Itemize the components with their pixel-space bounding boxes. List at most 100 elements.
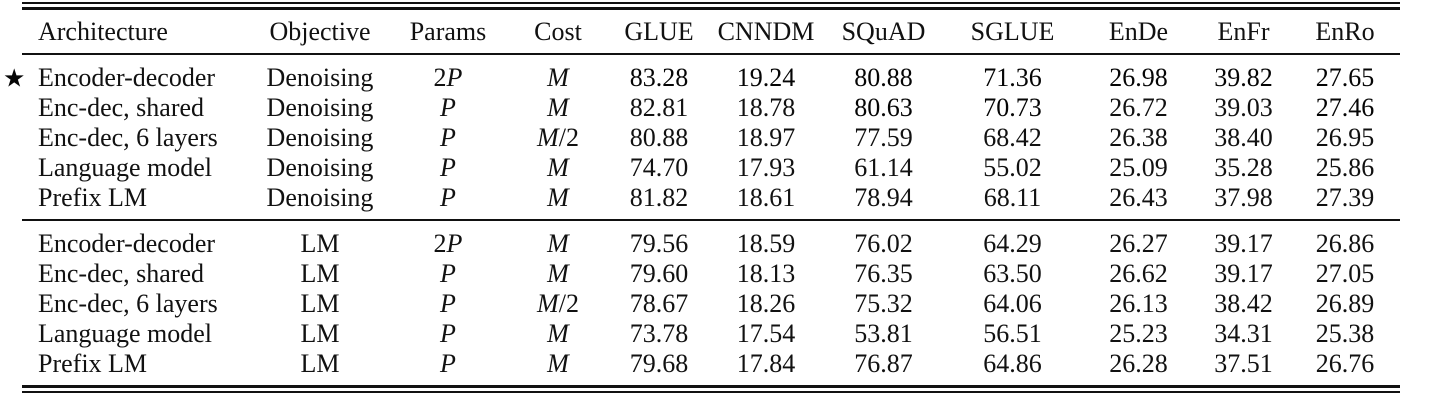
squad-value-cell: 76.02	[854, 229, 913, 258]
params-cell: P	[440, 123, 456, 152]
glue-value-cell: 81.82	[629, 183, 689, 212]
architecture-label: Enc-dec, 6 layers	[38, 123, 218, 152]
cnndm-value-cell: 18.13	[736, 259, 796, 288]
sglue-value-cell: 55.02	[983, 153, 1042, 182]
bottom-rule-thin-line	[22, 391, 1400, 393]
params-cell: P	[440, 259, 456, 288]
column-header-squad: SQuAD	[841, 16, 926, 46]
glue-value-cell: 78.67	[629, 289, 689, 318]
enfr-value-cell: 38.40	[1214, 123, 1273, 152]
ende-value-cell: 26.43	[1109, 183, 1168, 212]
squad-value-cell: 77.59	[854, 123, 913, 152]
cost-cell: M/2	[537, 123, 579, 152]
glue-value-cell: 74.70	[629, 153, 689, 182]
section-denoising: ★ Encoder-decoder Denoising 2P M 83.28 19.24 80…	[3, 54, 1400, 220]
sglue-value-cell: 63.50	[983, 259, 1042, 288]
column-header-architecture: Architecture	[38, 16, 168, 46]
column-header-cost: Cost	[534, 16, 582, 46]
cnndm-value-cell: 18.97	[736, 123, 796, 152]
architecture-label: Language model	[38, 153, 212, 182]
architecture-label: Enc-dec, shared	[38, 259, 205, 288]
table-row: ★ Encoder-decoder Denoising 2P M 83.28 19.24 80…	[3, 54, 1400, 93]
sglue-value-cell: 70.73	[983, 93, 1042, 122]
ende-value-cell: 26.38	[1109, 123, 1168, 152]
sglue-value-cell: 64.06	[983, 289, 1042, 318]
objective-cell: Denoising	[266, 153, 374, 182]
table-row: Language model LM P M 73.78 17.54 53.81 56.51 25…	[22, 319, 1400, 349]
architecture-label: Encoder-decoder	[38, 63, 216, 92]
ende-value-cell: 26.28	[1109, 349, 1168, 378]
table-row: Enc-dec, shared LM P M 79.60 18.13 76.35 63.50 2…	[22, 259, 1400, 289]
table-row: Prefix LM Denoising P M 81.82 18.61 78.94 68.11…	[22, 183, 1400, 220]
objective-cell: LM	[300, 259, 340, 288]
enro-value-cell: 27.46	[1315, 93, 1375, 122]
architecture-cell: Prefix LM	[22, 183, 252, 220]
squad-value-cell: 75.32	[854, 289, 913, 318]
ende-value-cell: 26.98	[1109, 63, 1168, 92]
enro-value-cell: 26.76	[1315, 349, 1375, 378]
cnndm-value-cell: 17.84	[736, 349, 796, 378]
enfr-value-cell: 38.42	[1214, 289, 1273, 318]
cost-cell: M	[547, 319, 569, 348]
squad-value-cell: 53.81	[854, 319, 913, 348]
ende-value-cell: 26.72	[1109, 93, 1168, 122]
architecture-label: Encoder-decoder	[38, 229, 216, 258]
cnndm-value-cell: 18.26	[736, 289, 796, 318]
sglue-value-cell: 56.51	[983, 319, 1042, 348]
column-header-enfr: EnFr	[1217, 16, 1270, 46]
enfr-value-cell: 39.82	[1214, 63, 1273, 92]
objective-cell: Denoising	[266, 183, 374, 212]
table-row: Enc-dec, 6 layers Denoising P M/2 80.88 18.97…	[22, 123, 1400, 153]
bottom-rule-thick-line	[22, 385, 1400, 388]
sglue-value-cell: 68.42	[983, 123, 1042, 152]
enfr-value-cell: 37.51	[1214, 349, 1273, 378]
sglue-value-cell: 64.86	[983, 349, 1042, 378]
column-header-cnndm: CNNDM	[717, 16, 815, 46]
glue-value-cell: 80.88	[629, 123, 689, 152]
section-lm: Encoder-decoder LM 2P M 79.56 18.59 76.02 64.29…	[22, 220, 1400, 385]
params-cell: P	[440, 289, 456, 318]
squad-value-cell: 61.14	[854, 153, 913, 182]
glue-value-cell: 83.28	[629, 63, 689, 92]
enro-value-cell: 26.89	[1315, 289, 1375, 318]
top-rule-thick-line	[22, 7, 1400, 10]
top-double-rule	[22, 2, 1400, 10]
enro-value-cell: 27.39	[1315, 183, 1375, 212]
objective-cell: LM	[300, 289, 340, 318]
column-header-sglue: SGLUE	[970, 16, 1055, 46]
enro-value-cell: 25.38	[1315, 319, 1375, 348]
objective-cell: LM	[300, 349, 340, 378]
glue-value-cell: 79.56	[629, 229, 689, 258]
cost-cell: M	[547, 63, 569, 92]
cost-cell: M	[547, 183, 569, 212]
column-header-objective: Objective	[269, 16, 371, 46]
architecture-results-table: Architecture Objective Params Cost GLUE CNNDM…	[3, 10, 1400, 385]
params-cell: P	[440, 93, 456, 122]
table-row: Encoder-decoder LM 2P M 79.56 18.59 76.02 64.29…	[22, 220, 1400, 259]
architecture-cell: Prefix LM	[22, 349, 252, 385]
params-cell: 2P	[433, 63, 463, 92]
architecture-label: Language model	[38, 319, 212, 348]
params-cell: P	[440, 319, 456, 348]
header-row: Architecture Objective Params Cost GLUE CNNDM…	[22, 10, 1400, 54]
bottom-double-rule	[22, 385, 1400, 393]
architecture-cell: ★ Encoder-decoder	[3, 54, 252, 93]
cnndm-value-cell: 17.93	[736, 153, 796, 182]
params-cell: P	[440, 153, 456, 182]
architecture-label: Enc-dec, 6 layers	[38, 289, 218, 318]
cnndm-value-cell: 18.61	[736, 183, 796, 212]
sglue-value-cell: 68.11	[983, 183, 1042, 212]
enfr-value-cell: 39.03	[1214, 93, 1273, 122]
objective-cell: LM	[300, 229, 340, 258]
enfr-value-cell: 39.17	[1214, 229, 1273, 258]
cnndm-value-cell: 19.24	[736, 63, 796, 92]
enfr-value-cell: 37.98	[1214, 183, 1273, 212]
squad-value-cell: 78.94	[854, 183, 913, 212]
params-cell: P	[440, 183, 456, 212]
enro-value-cell: 25.86	[1315, 153, 1375, 182]
squad-value-cell: 76.87	[854, 349, 913, 378]
table-row: Language model Denoising P M 74.70 17.93 61.14…	[22, 153, 1400, 183]
squad-value-cell: 80.63	[854, 93, 913, 122]
cost-cell: M	[547, 349, 569, 378]
architecture-cell: Enc-dec, shared	[22, 259, 252, 289]
